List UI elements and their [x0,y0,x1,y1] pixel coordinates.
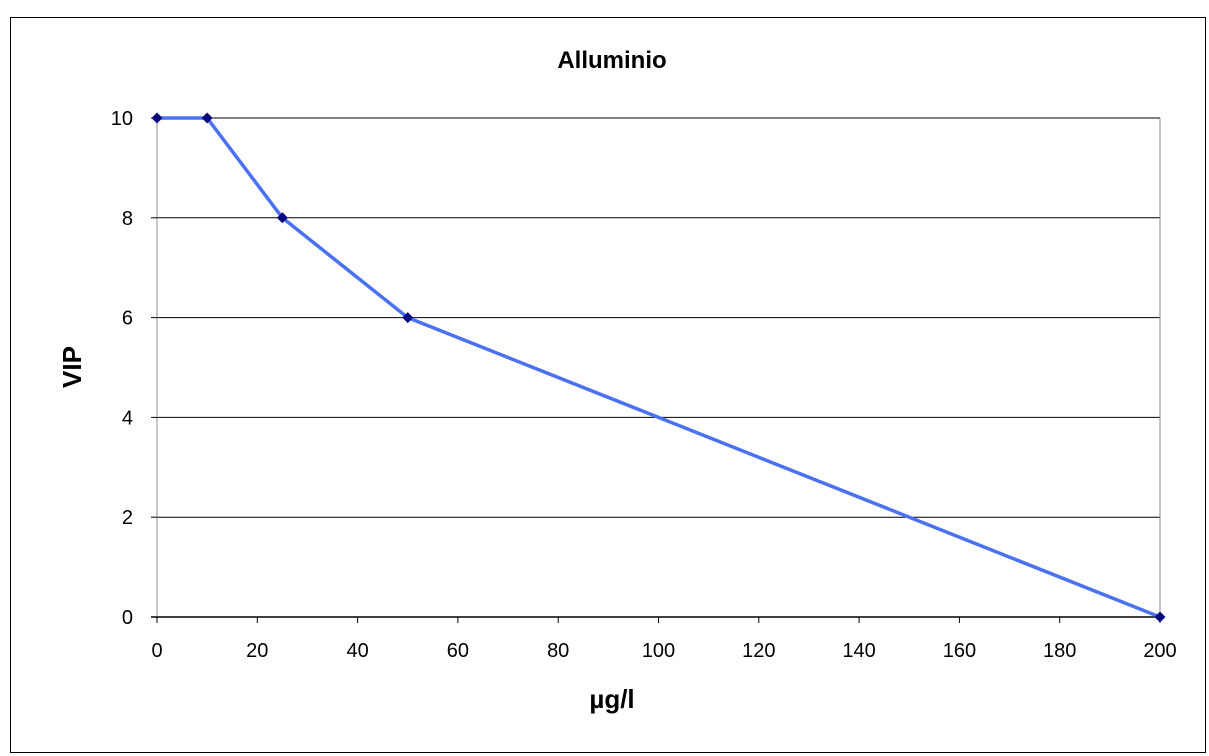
x-tick-label-20: 20 [246,640,268,662]
x-tick-label-60: 60 [447,640,469,662]
x-tick-label-180: 180 [1043,640,1076,662]
x-tick-label-40: 40 [346,640,368,662]
data-point-0 [151,112,163,124]
x-tick-label-80: 80 [547,640,569,662]
x-axis-title: µg/l [589,684,634,714]
x-tick-label-0: 0 [151,640,162,662]
y-tick-label-0: 0 [122,607,133,629]
chart-frame [10,17,1206,753]
data-point-2 [276,212,288,224]
y-tick-label-6: 6 [122,308,133,330]
x-tick-label-120: 120 [742,640,775,662]
x-tick-label-100: 100 [642,640,675,662]
y-tick-label-2: 2 [122,507,133,529]
y-tick-label-8: 8 [122,208,133,230]
x-tick-label-140: 140 [842,640,875,662]
data-point-4 [1154,611,1166,623]
series-line-0 [155,116,1162,619]
y-tick-label-4: 4 [122,407,133,429]
x-tick-label-160: 160 [943,640,976,662]
data-point-1 [201,112,213,124]
chart-title: Alluminio [557,47,666,74]
data-point-3 [402,312,414,324]
x-tick-label-200: 200 [1143,640,1176,662]
y-axis-title: VIP [57,346,87,388]
y-tick-label-10: 10 [111,108,133,130]
